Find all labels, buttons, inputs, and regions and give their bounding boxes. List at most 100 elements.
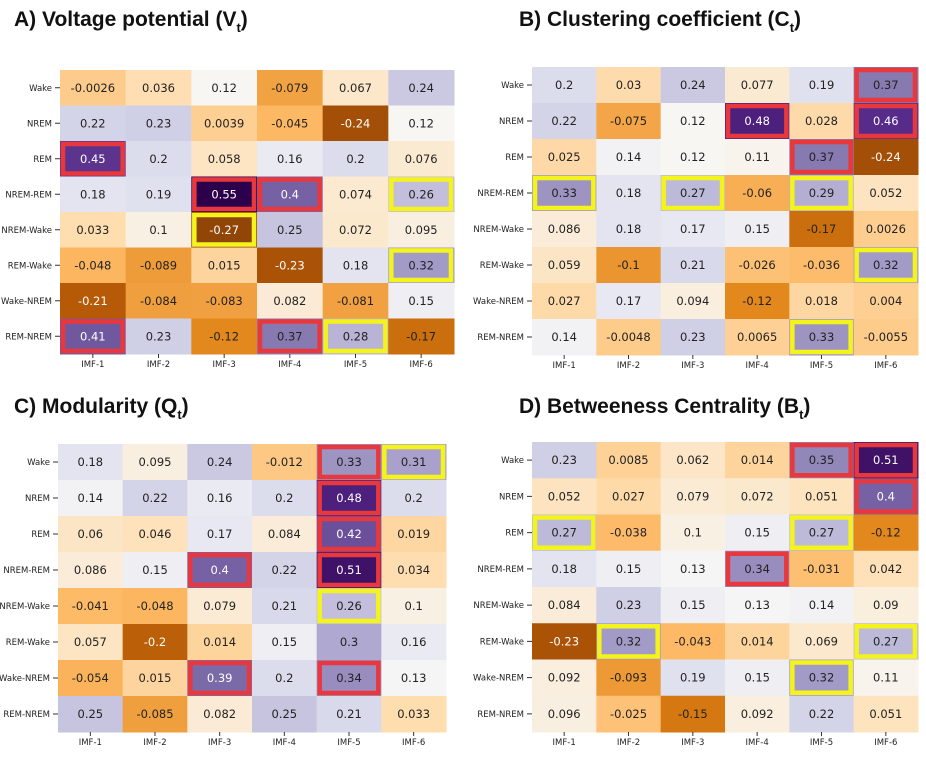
heatmap-cell [252, 480, 318, 517]
y-tick-label: NREM-REM [477, 189, 524, 199]
heatmap-cell [187, 552, 253, 589]
cell-value-label: 0.22 [551, 114, 577, 128]
cell-value-label: 0.48 [336, 491, 362, 505]
cell-value-label: 0.2 [555, 78, 573, 92]
cell-value-label: -0.15 [678, 707, 708, 721]
cell-value-label: 0.076 [405, 152, 438, 166]
heatmap-cell [257, 105, 324, 142]
heatmap-cell [660, 103, 726, 140]
heatmap-cell [725, 211, 790, 248]
heatmap-panel-b: 0.2 0.03 0.24 0.077 0.19 0.37 0.22 -0.075 0.12 0.… [473, 67, 919, 371]
heatmap-cell [532, 514, 597, 552]
heatmap-cell [853, 319, 919, 356]
heatmap-cell [257, 141, 324, 177]
heatmap-cell [789, 247, 855, 284]
cell-value-label: 0.027 [548, 294, 581, 308]
heatmap-cell [660, 67, 726, 104]
cell-value-label: -0.12 [871, 526, 901, 540]
cell-value-label: -0.0055 [864, 330, 908, 344]
cell-value-label: -0.12 [209, 329, 239, 343]
cell-value-label: 0.11 [873, 671, 899, 685]
heatmap-cell [532, 319, 597, 356]
cell-value-label: 0.0039 [204, 116, 244, 130]
x-tick-label: IMF-6 [402, 738, 425, 748]
cell-value-label: 0.19 [809, 78, 835, 92]
heatmap-cell [789, 623, 855, 660]
cell-value-label: 0.23 [551, 453, 577, 467]
heatmap-cell [191, 318, 258, 355]
heatmap-cell [122, 624, 188, 661]
cell-value-label: 0.057 [74, 635, 107, 649]
heatmap-cell [388, 283, 455, 319]
cell-value-label: 0.35 [809, 453, 835, 467]
cell-value-label: 0.18 [80, 187, 106, 201]
heatmap-cell [725, 695, 790, 733]
cell-value-label: 0.27 [809, 526, 835, 540]
highlight-box-yellow [790, 515, 853, 550]
x-tick-label: IMF-1 [553, 738, 576, 748]
heatmap-cell [725, 103, 790, 140]
cell-value-label: -0.1 [617, 258, 639, 272]
heatmap-cell [388, 105, 455, 142]
cell-value-label: 0.22 [809, 707, 835, 721]
cell-value-label: 0.37 [873, 78, 899, 92]
heatmap-cell [316, 516, 382, 553]
cell-value-label: 0.32 [873, 258, 899, 272]
heatmap-cell [257, 283, 324, 319]
cell-value-label: 0.29 [809, 186, 835, 200]
cell-value-label: 0.32 [809, 671, 835, 685]
highlight-box-red [317, 516, 381, 552]
heatmap-cell [853, 550, 919, 588]
heatmap-cell [187, 624, 253, 661]
cell-value-label: 0.018 [805, 294, 838, 308]
x-tick-label: IMF-3 [213, 360, 236, 370]
heatmap-cell [191, 176, 258, 213]
highlight-box-red [725, 103, 789, 139]
heatmap-cell [60, 176, 127, 213]
y-tick-label: Wake-NREM [0, 674, 50, 684]
cell-value-label: 0.086 [548, 222, 581, 236]
y-tick-label: REM-Wake [8, 261, 52, 271]
heatmap-cell [725, 319, 790, 356]
x-tick-label: IMF-5 [810, 738, 833, 748]
y-tick-label: Wake-NREM [473, 297, 524, 307]
cell-value-label: 0.37 [809, 150, 835, 164]
heatmap-cell [257, 176, 324, 213]
heatmap-cell [532, 587, 597, 624]
heatmap-cell [122, 516, 188, 553]
cell-value-label: 0.12 [680, 114, 706, 128]
cell-value-label: 0.086 [74, 563, 107, 577]
cell-value-label: -0.12 [742, 294, 772, 308]
heatmap-cell [125, 247, 192, 284]
cell-value-label: 0.15 [744, 222, 770, 236]
cell-value-label: -0.24 [871, 150, 901, 164]
y-tick-label: REM-Wake [480, 637, 524, 647]
cell-value-label: 0.03 [616, 78, 642, 92]
cell-value-label: -0.0026 [71, 81, 115, 95]
cell-value-label: 0.2 [275, 491, 293, 505]
heatmap-cell [322, 141, 389, 177]
heatmap-cell [789, 103, 855, 140]
heatmap-cell [257, 247, 324, 284]
y-tick-label: Wake [501, 81, 524, 91]
y-tick-label: Wake-NREM [473, 674, 524, 684]
y-tick-label: Wake [27, 458, 50, 468]
heatmap-cell [381, 660, 447, 697]
heatmap-cell [660, 283, 726, 320]
y-tick-label: Wake [29, 84, 52, 94]
cell-value-label: 0.033 [76, 223, 109, 237]
cell-value-label: -0.084 [140, 294, 177, 308]
heatmap-cell [660, 211, 726, 248]
cell-value-label: -0.054 [72, 671, 109, 685]
heatmap-cell [316, 588, 382, 625]
heatmap-cell [596, 550, 662, 588]
heatmap-cell [725, 478, 790, 515]
cell-value-label: 0.092 [741, 707, 774, 721]
heatmap-cell [596, 175, 662, 212]
cell-value-label: -0.079 [271, 81, 308, 95]
cell-value-label: 0.036 [142, 81, 175, 95]
heatmap-cell [388, 176, 455, 213]
heatmap-cell [60, 105, 127, 142]
heatmap-cell [853, 623, 919, 660]
cell-value-label: 0.095 [139, 455, 172, 469]
